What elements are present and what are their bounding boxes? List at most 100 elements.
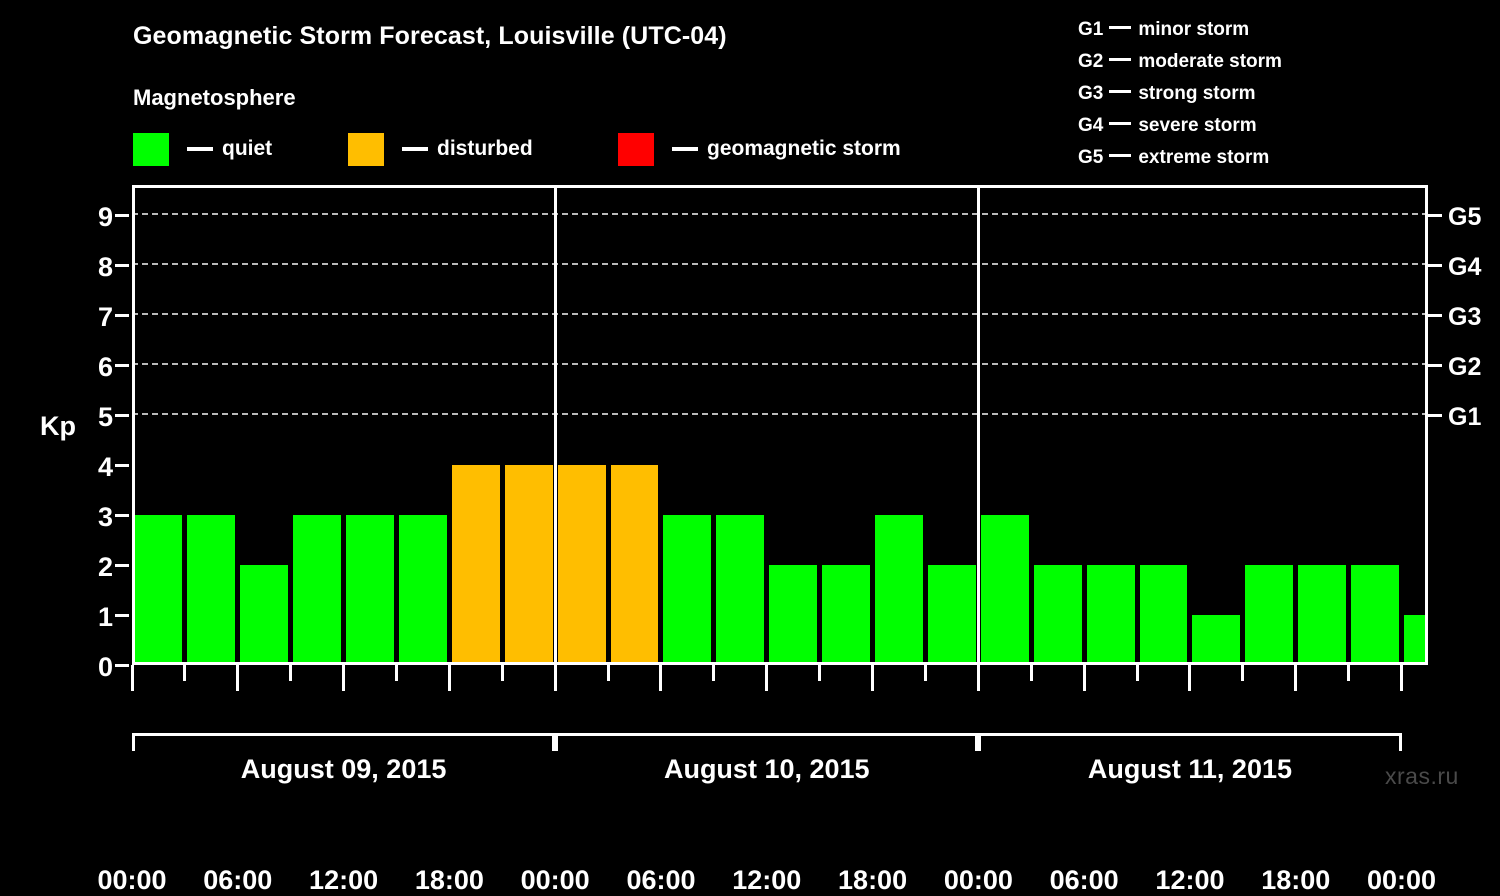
bar	[663, 515, 712, 665]
bar	[1139, 565, 1188, 665]
g-legend-row-g4: G4 severe storm	[1078, 110, 1282, 142]
g-tick	[1428, 413, 1442, 417]
day-separator-2	[976, 185, 980, 665]
x-tick	[1029, 665, 1033, 681]
gridline-kp-6	[132, 363, 1428, 365]
chart-canvas: Geomagnetic Storm Forecast, Louisville (…	[40, 14, 1482, 895]
bar	[187, 515, 236, 665]
x-tick	[1082, 665, 1086, 691]
g-tick-label: G5	[1448, 203, 1482, 231]
x-tick	[447, 665, 451, 691]
g-tick-label: G3	[1448, 303, 1482, 331]
x-tick	[553, 665, 557, 691]
date-bracket	[132, 733, 556, 751]
y-tick-label: 1	[97, 602, 113, 632]
y-tick	[115, 663, 129, 667]
y-tick	[115, 513, 129, 517]
bar	[504, 465, 553, 665]
g-scale-legend: G1 minor storm G2 moderate storm G3 strong st…	[1078, 14, 1282, 174]
bar	[822, 565, 871, 665]
bar	[398, 515, 447, 665]
y-tick-label: 8	[97, 252, 113, 282]
bar	[610, 465, 659, 665]
g-legend-code: G1	[1078, 19, 1104, 40]
y-tick-label: 5	[97, 402, 113, 432]
bar	[927, 565, 976, 665]
quiet-key-label: quiet	[222, 137, 273, 160]
y-tick-label: 4	[97, 452, 113, 482]
x-tick	[1188, 665, 1192, 691]
dash-icon	[1109, 57, 1132, 61]
y-tick-label: 7	[97, 302, 113, 332]
y-tick	[115, 263, 129, 267]
disturbed-key-label: disturbed	[437, 137, 533, 160]
g-legend-row-g1: G1 minor storm	[1078, 14, 1282, 46]
dash-icon	[402, 147, 428, 151]
dash-icon	[1109, 121, 1132, 125]
bar	[293, 515, 342, 665]
quiet-key-swatch-icon	[133, 132, 169, 166]
y-tick	[115, 563, 129, 567]
date-label: August 10, 2015	[663, 754, 870, 784]
x-tick	[1294, 665, 1298, 691]
g-legend-description: severe storm	[1138, 115, 1257, 136]
bar	[769, 565, 818, 665]
storm-key-swatch-icon	[618, 132, 654, 166]
g-tick	[1428, 363, 1442, 367]
g-legend-description: moderate storm	[1138, 51, 1282, 72]
storm-key: geomagnetic storm	[618, 132, 901, 166]
x-tick	[289, 665, 293, 681]
disturbed-key: disturbed	[348, 132, 533, 166]
disturbed-key-swatch-icon	[348, 132, 384, 166]
day-separator-1	[553, 185, 557, 665]
bar	[451, 465, 500, 665]
x-tick	[236, 665, 240, 691]
x-tick	[818, 665, 822, 681]
gridline-kp-5	[132, 413, 1428, 415]
x-tick	[500, 665, 504, 681]
gridline-kp-8	[132, 263, 1428, 265]
x-tick	[183, 665, 187, 681]
date-label: August 09, 2015	[240, 754, 447, 784]
g-tick-label: G2	[1448, 353, 1482, 381]
g-tick-label: G1	[1448, 403, 1482, 431]
x-tick	[923, 665, 927, 681]
y-tick	[115, 213, 129, 217]
dash-icon	[187, 147, 213, 151]
bar	[1033, 565, 1082, 665]
quiet-key: quiet	[133, 132, 272, 166]
x-tick	[1135, 665, 1139, 681]
y-tick	[115, 613, 129, 617]
gridline-kp-9	[132, 213, 1428, 215]
dash-icon	[1109, 25, 1132, 29]
dash-icon	[1109, 89, 1132, 93]
x-tick	[1241, 665, 1245, 681]
g-legend-description: extreme storm	[1138, 147, 1270, 168]
bar	[1351, 565, 1400, 665]
y-tick-label: 6	[97, 352, 113, 382]
storm-key-label: geomagnetic storm	[707, 137, 901, 160]
dash-icon	[672, 147, 698, 151]
g-legend-row-g3: G3 strong storm	[1078, 78, 1282, 110]
bar	[1192, 615, 1241, 665]
g-legend-row-g5: G5 extreme storm	[1078, 142, 1282, 174]
g-legend-code: G5	[1078, 147, 1104, 168]
y-tick-label: 0	[97, 652, 113, 682]
x-tick	[342, 665, 346, 691]
bar	[1086, 565, 1135, 665]
watermark: xras.ru	[1385, 763, 1459, 789]
y-tick	[115, 363, 129, 367]
y-tick	[115, 413, 129, 417]
x-tick	[712, 665, 716, 681]
g-legend-description: minor storm	[1138, 19, 1250, 40]
x-tick	[1347, 665, 1351, 681]
date-label: August 11, 2015	[1087, 754, 1292, 784]
bar	[557, 465, 606, 665]
bar	[346, 515, 394, 665]
g-legend-code: G4	[1078, 115, 1104, 136]
x-tick	[130, 665, 134, 691]
y-tick	[115, 313, 129, 317]
x-tick	[765, 665, 769, 691]
bar	[716, 515, 765, 665]
date-bracket	[978, 733, 1402, 751]
